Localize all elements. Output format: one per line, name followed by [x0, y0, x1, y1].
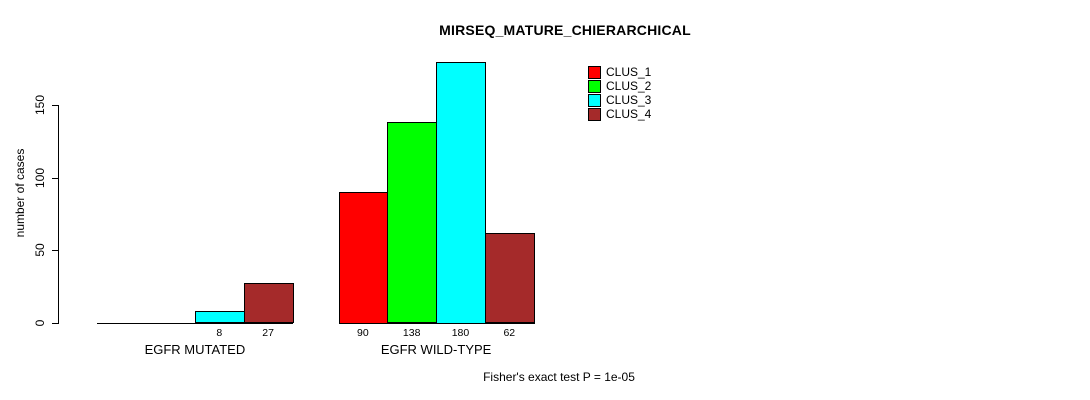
- bar-clus_3: [436, 61, 486, 324]
- fisher-test-annotation: Fisher's exact test P = 1e-05: [483, 370, 635, 384]
- bar-value-label: 27: [262, 326, 274, 339]
- legend-item-clus_3: CLUS_3: [588, 93, 651, 107]
- bar-value-label: 62: [503, 326, 516, 339]
- y-tick-mark: [52, 322, 59, 324]
- legend-item-clus_1: CLUS_1: [588, 65, 651, 79]
- y-tick-label: 100: [33, 167, 47, 188]
- legend-label: CLUS_3: [606, 93, 652, 107]
- bar-clus_2: [387, 122, 437, 324]
- legend-swatch-icon: [588, 107, 601, 121]
- legend-swatch-icon: [588, 93, 601, 107]
- legend-item-clus_2: CLUS_2: [588, 79, 651, 93]
- bar-value-label: 90: [357, 326, 369, 339]
- bar-value-label: 138: [402, 326, 421, 339]
- bar-value-label: 8: [216, 326, 223, 339]
- legend-label: CLUS_2: [606, 79, 652, 93]
- y-tick-mark: [52, 250, 59, 251]
- y-tick-mark: [52, 105, 59, 106]
- legend-swatch-icon: [588, 79, 601, 93]
- y-tick-label: 50: [33, 243, 47, 257]
- y-axis-line: [58, 105, 59, 324]
- legend: CLUS_1 CLUS_2 CLUS_3 CLUS_4: [588, 65, 651, 121]
- bar-clus_4: [485, 232, 535, 324]
- legend-item-clus_4: CLUS_4: [588, 107, 651, 121]
- bar-value-label: 180: [451, 326, 470, 339]
- legend-label: CLUS_1: [606, 65, 652, 79]
- y-axis-title: number of cases: [13, 148, 27, 238]
- bar-clus_4: [244, 283, 294, 324]
- y-tick-mark: [52, 177, 59, 179]
- category-label: EGFR WILD-TYPE: [380, 342, 492, 357]
- bar-clus_1: [339, 192, 389, 324]
- legend-label: CLUS_4: [606, 107, 652, 121]
- chart-title: MIRSEQ_MATURE_CHIERARCHICAL: [439, 22, 691, 38]
- y-tick-label: 150: [33, 94, 47, 116]
- bar-clus_3: [195, 310, 245, 324]
- category-label: EGFR MUTATED: [144, 342, 246, 357]
- legend-swatch-icon: [588, 65, 601, 79]
- y-tick-label: 0: [33, 319, 47, 326]
